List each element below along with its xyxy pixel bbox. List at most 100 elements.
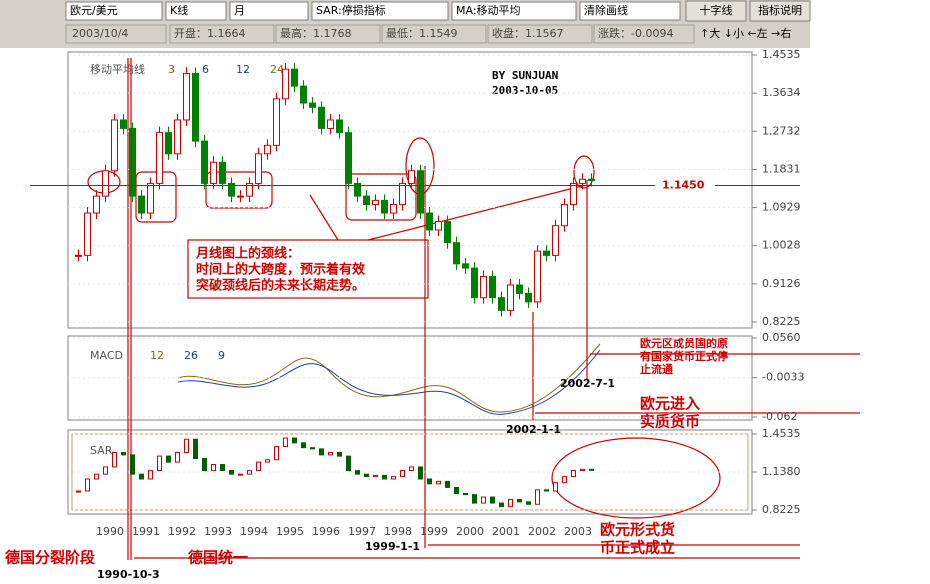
- candle: [120, 119, 127, 129]
- candle: [579, 178, 586, 184]
- annotations: [87, 58, 860, 560]
- candle: [156, 132, 163, 184]
- neckline-label: 1.1450: [662, 179, 705, 192]
- y-tick-label: -0.062: [762, 410, 797, 423]
- sar-bar: [508, 498, 513, 508]
- y-tick-label: 0.8225: [762, 503, 801, 516]
- candle: [183, 72, 190, 121]
- field: [487, 24, 593, 44]
- sar-bar: [265, 459, 270, 463]
- button-text: 十字线: [700, 3, 733, 17]
- sar-bar: [166, 455, 171, 463]
- legend-entry: 26: [184, 349, 198, 362]
- candle: [453, 242, 460, 265]
- signal-line: [177, 349, 601, 415]
- y-tick-label: 1.2732: [762, 124, 801, 137]
- event-date: 1999-1-1: [365, 540, 420, 553]
- pointer: [367, 185, 583, 241]
- y-tick-label: 0.9126: [762, 277, 801, 290]
- event-date: 2002-1-1: [506, 423, 561, 436]
- field-text: 最高：1.1768: [280, 26, 352, 40]
- dropdown[interactable]: [229, 1, 309, 21]
- sar-bar: [157, 455, 162, 472]
- candle: [138, 195, 145, 214]
- candle: [363, 195, 370, 206]
- price-panel: [67, 51, 753, 329]
- field: [65, 24, 167, 44]
- candle: [570, 182, 577, 206]
- candle: [228, 182, 235, 197]
- candle: [201, 140, 208, 184]
- sar-bar: [121, 451, 126, 456]
- neckline-label-bg: [655, 177, 715, 194]
- dropdown-text: K线: [170, 3, 188, 17]
- author: BY SUNJUAN: [492, 69, 558, 82]
- sar-bar: [580, 468, 585, 472]
- sar-bar: [211, 464, 216, 472]
- sar-bar: [544, 489, 549, 492]
- field-text: 最低：1.1549: [386, 27, 458, 40]
- candle: [210, 161, 217, 184]
- candle: [273, 98, 280, 146]
- y-tick-label: 1.0929: [762, 201, 801, 214]
- annotation-texts: 月线图上的颈线： 时间上的大跨度，预示着有效 突破颈线后的未来长期走势。 欧元区…: [5, 246, 728, 582]
- dropdown[interactable]: [165, 1, 227, 21]
- zoom-keys[interactable]: ↑大 ↓小 ←左 →右: [700, 26, 791, 40]
- legend-entry: 3: [168, 63, 175, 76]
- highlight-ellipse: [551, 437, 721, 519]
- button[interactable]: [685, 0, 747, 22]
- button[interactable]: [749, 0, 811, 22]
- sar-bar: [400, 470, 405, 478]
- callout-text: 月线图上的颈线：: [195, 246, 300, 262]
- candle: [174, 119, 181, 155]
- dropdown[interactable]: [579, 1, 681, 21]
- sar-bar: [535, 489, 540, 505]
- macd-label: MACD: [90, 349, 123, 362]
- sar-bar: [103, 466, 108, 475]
- dropdown[interactable]: [311, 1, 449, 21]
- sar-bar: [463, 492, 468, 496]
- x-tick-label: 2003: [564, 525, 592, 538]
- x-tick-label: 1992: [168, 525, 196, 538]
- event-text: 欧元区成员国的原: [640, 336, 728, 350]
- x-tick-label: 1991: [132, 525, 160, 538]
- x-tick-label: 1998: [384, 525, 412, 538]
- sar-bar: [382, 474, 387, 480]
- legend-entry: 12: [150, 349, 164, 362]
- highlight-box: [345, 173, 417, 221]
- dropdown-text: SAR:停损指标: [316, 3, 386, 17]
- candle: [543, 250, 550, 256]
- sar-bar: [76, 490, 81, 493]
- legend-entry: 24: [270, 63, 284, 76]
- y-tick-label: 1.4535: [762, 48, 801, 61]
- candle: [246, 182, 253, 197]
- y-tick-label: 1.1380: [762, 465, 801, 478]
- candle: [300, 85, 307, 104]
- dropdown[interactable]: [451, 1, 577, 21]
- sar-bar: [238, 473, 243, 476]
- legend-entry: 12: [236, 63, 250, 76]
- y-tick-label: 0.0560: [762, 331, 801, 344]
- sar-bar: [526, 501, 531, 505]
- candle: [147, 182, 154, 214]
- field: [275, 24, 381, 44]
- event-text: 德国统一: [188, 549, 248, 567]
- sar-bar: [283, 437, 288, 447]
- dropdown[interactable]: [65, 1, 163, 21]
- sar-bar: [274, 445, 279, 461]
- x-tick-label: 1996: [312, 525, 340, 538]
- sar-label: SAR: [90, 444, 113, 457]
- macd-line: [177, 343, 601, 413]
- candle: [354, 182, 361, 197]
- candle: [282, 68, 289, 100]
- candle: [552, 225, 559, 256]
- candle: [237, 195, 244, 198]
- sar-bar: [436, 480, 441, 485]
- candle: [462, 263, 469, 269]
- candle: [525, 292, 532, 303]
- x-tick-label: 1999: [420, 525, 448, 538]
- sar-bar: [391, 476, 396, 480]
- sar-bar: [337, 451, 342, 457]
- candle: [498, 297, 505, 311]
